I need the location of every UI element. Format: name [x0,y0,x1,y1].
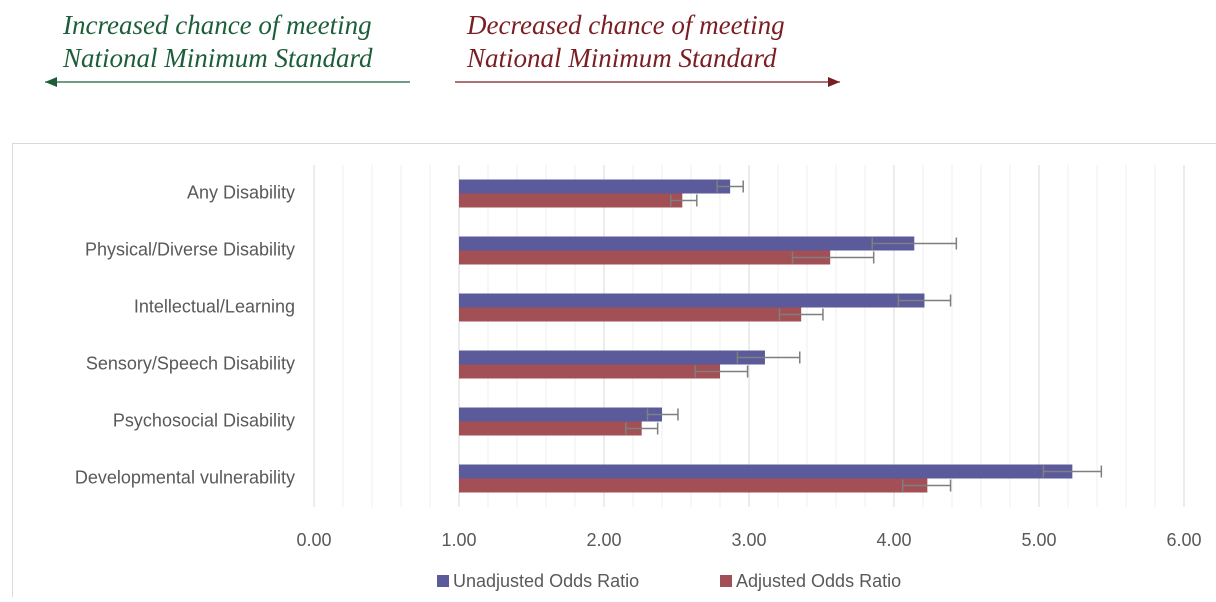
annotation-text: National Minimum Standard [466,43,777,73]
y-tick-label: Intellectual/Learning [134,296,295,316]
arrow-head [45,77,57,87]
arrow-head [828,77,840,87]
legend-swatch [720,575,732,587]
x-tick-label: 6.00 [1166,530,1201,550]
bar [459,465,1072,479]
bar [459,294,924,308]
bar [459,365,720,379]
x-tick-label: 1.00 [441,530,476,550]
y-tick-label: Sensory/Speech Disability [86,353,295,373]
bar [459,180,730,194]
y-tick-label: Physical/Diverse Disability [85,239,295,259]
x-tick-label: 4.00 [876,530,911,550]
legend-label: Adjusted Odds Ratio [736,571,901,591]
annotation-text: National Minimum Standard [62,43,373,73]
bar [459,194,682,208]
x-tick-label: 5.00 [1021,530,1056,550]
annotation-text: Decreased chance of meeting [466,10,785,40]
legend-swatch [437,575,449,587]
bar [459,308,801,322]
bar [459,237,914,251]
legend-label: Unadjusted Odds Ratio [453,571,639,591]
x-tick-label: 0.00 [296,530,331,550]
x-tick-label: 3.00 [731,530,766,550]
y-tick-label: Developmental vulnerability [75,467,295,487]
bar [459,351,765,365]
bar [459,479,927,493]
bar [459,422,642,436]
y-tick-label: Psychosocial Disability [113,410,295,430]
bar [459,251,830,265]
bar [459,408,662,422]
x-tick-label: 2.00 [586,530,621,550]
annotation-text: Increased chance of meeting [62,10,372,40]
y-tick-label: Any Disability [187,182,295,202]
